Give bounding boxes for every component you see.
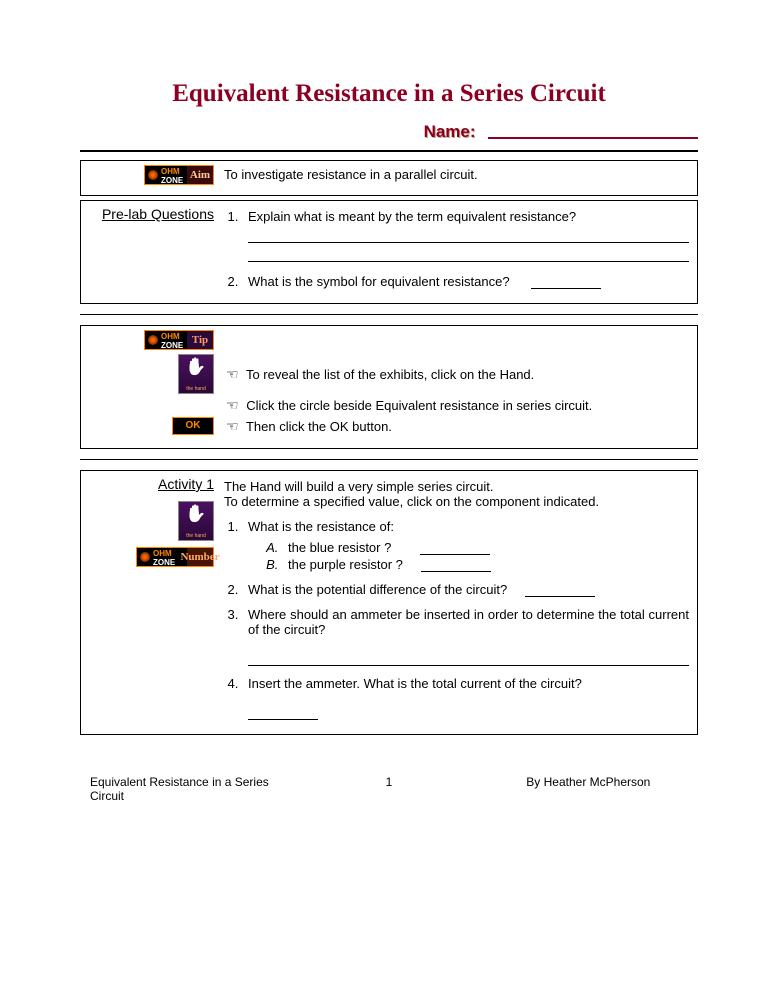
activity1-intro1: The Hand will build a very simple series…	[224, 479, 493, 494]
ohm-zone-badge-number: OHM ZONE Number	[136, 547, 214, 567]
hand-icon	[178, 501, 214, 541]
ohm-zone-badge-tip: OHM ZONE Tip	[144, 330, 214, 350]
answer-line[interactable]	[420, 554, 490, 555]
tip-line-2: Click the circle beside Equivalent resis…	[246, 398, 592, 413]
answer-line[interactable]	[248, 247, 689, 262]
number-tab: Number	[187, 548, 213, 566]
activity1-q1: What is the resistance of: the blue resi…	[242, 519, 689, 572]
answer-line[interactable]	[531, 288, 601, 289]
activity1-label: Activity 1	[158, 475, 214, 495]
worksheet-page: Equivalent Resistance in a Series Circui…	[0, 0, 768, 833]
answer-line[interactable]	[421, 571, 491, 572]
name-label: Name:	[424, 122, 476, 141]
page-title: Equivalent Resistance in a Series Circui…	[80, 80, 698, 108]
pointer-icon: ☜	[226, 397, 239, 413]
activity1-q1b: the purple resistor ?	[282, 557, 689, 572]
prelab-q1: Explain what is meant by the term equiva…	[242, 209, 689, 262]
ok-button-icon: OK	[172, 417, 214, 435]
tip-tab: Tip	[187, 331, 213, 349]
tip-block: OHM ZONE Tip ☜ To reveal the list of the…	[80, 325, 698, 449]
answer-line[interactable]	[248, 228, 689, 243]
activity1-q3: Where should an ammeter be inserted in o…	[242, 607, 689, 666]
footer-page: 1	[289, 775, 488, 803]
activity1-block: Activity 1 OHM ZONE Number The Hand will…	[80, 470, 698, 735]
activity1-q4: Insert the ammeter. What is the total cu…	[242, 676, 689, 720]
answer-line[interactable]	[525, 596, 595, 597]
answer-line[interactable]	[248, 719, 318, 720]
prelab-q2: What is the symbol for equivalent resist…	[242, 274, 689, 289]
aim-block: OHM ZONE Aim To investigate resistance i…	[80, 160, 698, 196]
activity1-intro2: To determine a specified value, click on…	[224, 494, 599, 509]
prelab-block: Pre-lab Questions Explain what is meant …	[80, 200, 698, 304]
name-input-line[interactable]	[488, 137, 698, 139]
pointer-icon: ☜	[226, 366, 239, 382]
footer: Equivalent Resistance in a Series Circui…	[80, 775, 698, 803]
tip-line-1: To reveal the list of the exhibits, clic…	[246, 367, 534, 382]
aim-text: To investigate resistance in a parallel …	[224, 165, 689, 182]
name-row: Name:	[80, 122, 698, 142]
tip-line-3: Then click the OK button.	[246, 419, 392, 434]
divider	[80, 150, 698, 152]
answer-line[interactable]	[248, 651, 689, 666]
divider	[80, 314, 698, 315]
activity1-q1a: the blue resistor ?	[282, 540, 689, 555]
footer-author: By Heather McPherson	[489, 775, 688, 803]
hand-icon	[178, 354, 214, 394]
footer-title: Equivalent Resistance in a Series Circui…	[90, 775, 289, 803]
divider	[80, 459, 698, 460]
activity1-q2: What is the potential difference of the …	[242, 582, 689, 597]
aim-tab: Aim	[187, 166, 213, 184]
pointer-icon: ☜	[226, 418, 239, 434]
prelab-label: Pre-lab Questions	[102, 205, 214, 225]
ohm-zone-badge-aim: OHM ZONE Aim	[144, 165, 214, 185]
